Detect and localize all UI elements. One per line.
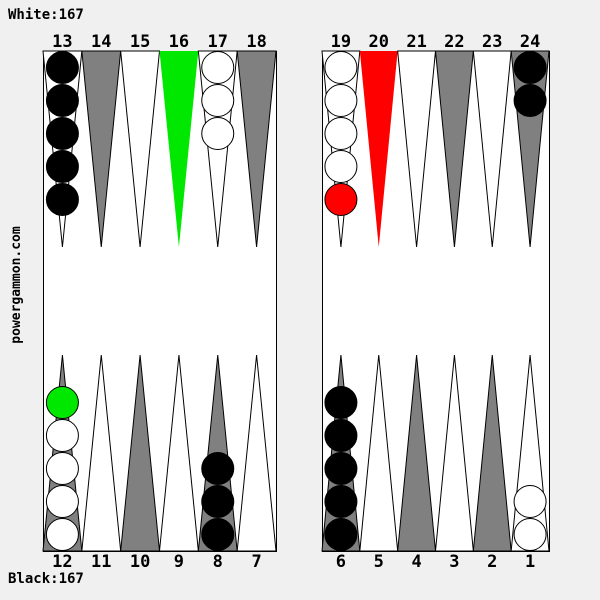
point-14-label: 14: [91, 32, 111, 52]
checker-black-point-24-1[interactable]: [513, 51, 547, 84]
board-half-right: [322, 51, 550, 552]
black-pip-count: Black:167: [8, 571, 84, 587]
point-23-triangle[interactable]: [472, 50, 512, 248]
checker-white-point-1-1[interactable]: [513, 518, 547, 551]
checker-white-point-19-3[interactable]: [324, 117, 358, 150]
checker-white-point-12-1[interactable]: [45, 518, 79, 551]
point-15-label: 15: [130, 32, 150, 52]
point-12-label: 12: [52, 552, 72, 572]
point-9-triangle[interactable]: [158, 354, 199, 552]
checker-white-point-1-2[interactable]: [513, 485, 547, 518]
checker-red-point-19-5[interactable]: [324, 183, 358, 216]
white-pip-count: White:167: [8, 7, 84, 23]
checker-white-point-19-2[interactable]: [324, 84, 358, 117]
checker-white-point-17-1[interactable]: [201, 51, 235, 84]
point-11-label: 11: [91, 552, 111, 572]
point-24-label: 24: [520, 32, 540, 52]
point-5-label: 5: [374, 552, 384, 572]
checker-black-point-13-1[interactable]: [45, 51, 79, 84]
point-18-triangle[interactable]: [236, 50, 277, 248]
point-7-label: 7: [251, 552, 261, 572]
checker-black-point-13-3[interactable]: [45, 117, 79, 150]
point-1-label: 1: [525, 552, 535, 572]
checker-white-point-19-1[interactable]: [324, 51, 358, 84]
point-14-triangle[interactable]: [81, 50, 122, 248]
point-16-triangle[interactable]: [159, 51, 199, 247]
point-7-triangle[interactable]: [236, 354, 277, 552]
checker-black-point-13-2[interactable]: [45, 84, 79, 117]
point-21-triangle[interactable]: [397, 50, 437, 248]
point-9-label: 9: [174, 552, 184, 572]
point-5-triangle[interactable]: [359, 354, 399, 552]
checker-black-point-6-5[interactable]: [324, 386, 358, 419]
point-11-triangle[interactable]: [81, 354, 122, 552]
point-22-label: 22: [444, 32, 464, 52]
point-4-triangle[interactable]: [397, 354, 437, 552]
checker-black-point-6-1[interactable]: [324, 518, 358, 551]
checker-black-point-13-4[interactable]: [45, 150, 79, 183]
point-16-label: 16: [169, 32, 189, 52]
checker-white-point-17-2[interactable]: [201, 84, 235, 117]
point-13-label: 13: [52, 32, 72, 52]
point-20-label: 20: [369, 32, 389, 52]
point-3-label: 3: [449, 552, 459, 572]
point-15-triangle[interactable]: [120, 50, 161, 248]
point-2-triangle[interactable]: [472, 354, 512, 552]
point-21-label: 21: [406, 32, 426, 52]
checker-black-point-6-4[interactable]: [324, 419, 358, 452]
point-17-label: 17: [208, 32, 228, 52]
checker-black-point-8-2[interactable]: [201, 485, 235, 518]
checker-white-point-12-3[interactable]: [45, 452, 79, 485]
point-4-label: 4: [411, 552, 421, 572]
point-10-triangle[interactable]: [120, 354, 161, 552]
point-22-triangle[interactable]: [434, 50, 474, 248]
checker-white-point-12-4[interactable]: [45, 419, 79, 452]
point-18-label: 18: [246, 32, 266, 52]
point-23-label: 23: [482, 32, 502, 52]
checker-black-point-6-2[interactable]: [324, 485, 358, 518]
checker-green-point-12-5[interactable]: [45, 386, 79, 419]
checker-black-point-8-1[interactable]: [201, 518, 235, 551]
checker-black-point-13-5[interactable]: [45, 183, 79, 216]
checker-white-point-17-3[interactable]: [201, 117, 235, 150]
checker-white-point-19-4[interactable]: [324, 150, 358, 183]
point-8-label: 8: [213, 552, 223, 572]
point-20-triangle[interactable]: [359, 51, 398, 247]
point-6-label: 6: [336, 552, 346, 572]
point-2-label: 2: [487, 552, 497, 572]
checker-black-point-6-3[interactable]: [324, 452, 358, 485]
point-10-label: 10: [130, 552, 150, 572]
board-half-left: [43, 51, 277, 552]
checker-black-point-8-3[interactable]: [201, 452, 235, 485]
checker-white-point-12-2[interactable]: [45, 485, 79, 518]
checker-black-point-24-2[interactable]: [513, 84, 547, 117]
point-3-triangle[interactable]: [434, 354, 474, 552]
point-19-label: 19: [331, 32, 351, 52]
